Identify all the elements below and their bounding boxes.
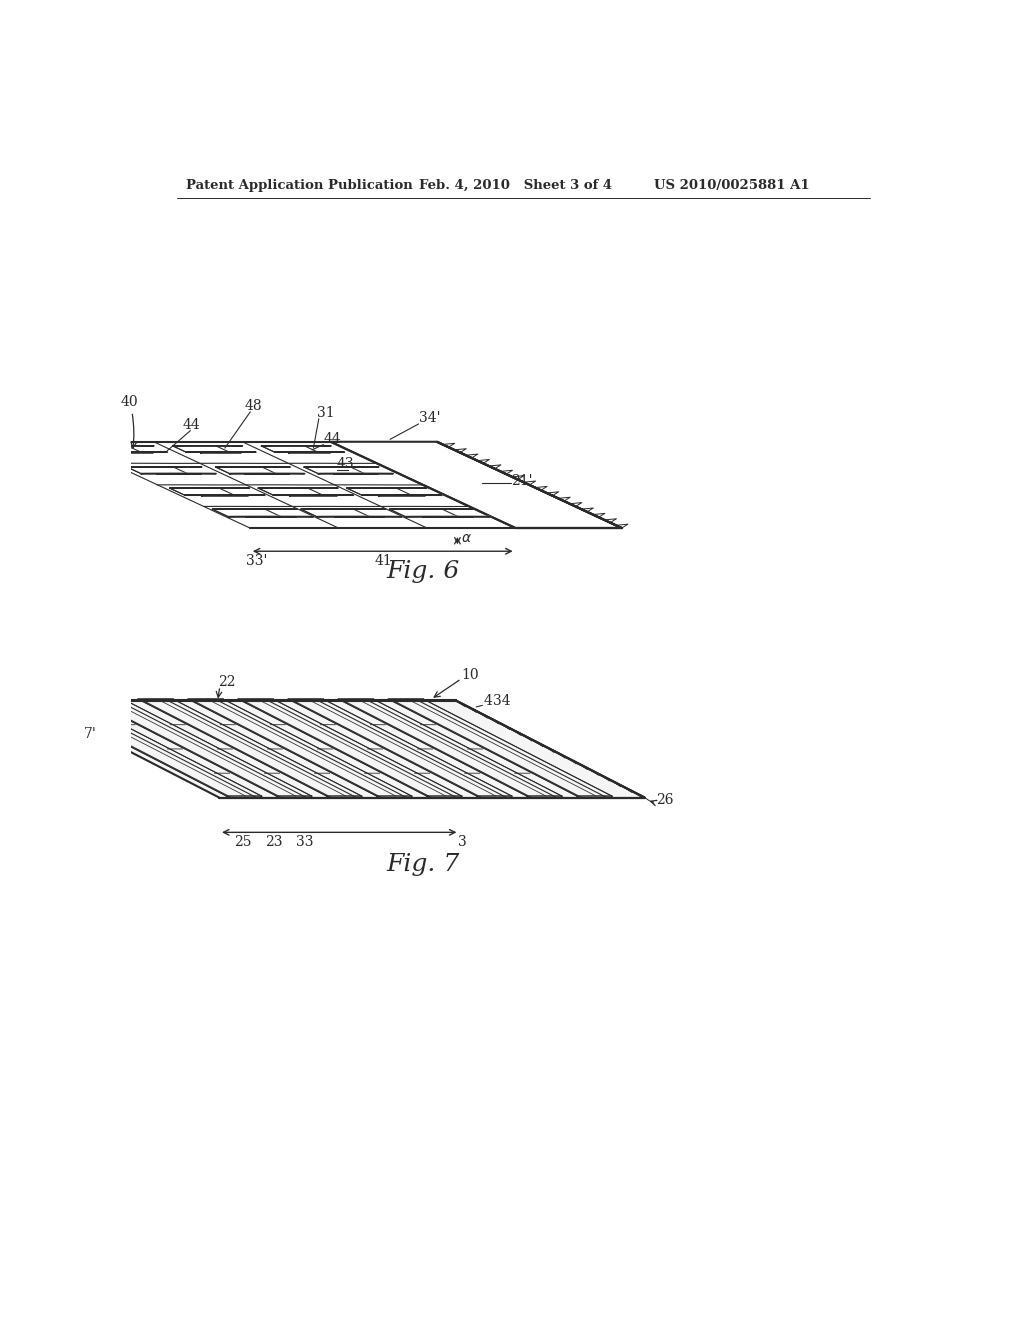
Text: 3: 3 [458,836,467,849]
Polygon shape [577,796,612,797]
Text: 25: 25 [234,836,252,849]
Text: Feb. 4, 2010   Sheet 3 of 4: Feb. 4, 2010 Sheet 3 of 4 [419,178,612,191]
Polygon shape [477,796,512,797]
Text: Fig. 7: Fig. 7 [386,853,460,876]
Text: 41: 41 [375,554,393,568]
Text: 34: 34 [494,694,511,709]
Polygon shape [331,442,622,528]
Text: $\alpha$: $\alpha$ [461,531,472,545]
Polygon shape [456,701,644,797]
Text: 34': 34' [419,412,440,425]
Text: 44: 44 [324,432,341,446]
Text: 21': 21' [511,474,532,488]
Text: 10: 10 [462,668,479,681]
Polygon shape [327,796,361,797]
Text: 26: 26 [656,793,674,807]
Text: 44: 44 [182,418,201,432]
Text: 22: 22 [217,675,236,689]
Text: 7': 7' [84,727,97,742]
Text: 4: 4 [484,694,493,709]
Text: 23: 23 [265,836,283,849]
Polygon shape [276,796,311,797]
Polygon shape [377,796,412,797]
Polygon shape [226,796,262,797]
Polygon shape [31,701,644,797]
Text: 33': 33' [246,554,267,568]
Text: US 2010/0025881 A1: US 2010/0025881 A1 [654,178,810,191]
Polygon shape [437,442,622,528]
Polygon shape [527,796,562,797]
Text: 33: 33 [296,836,313,849]
Text: 48: 48 [244,399,262,413]
Text: 31: 31 [317,407,335,420]
Text: Fig. 6: Fig. 6 [386,560,460,583]
Text: 40: 40 [121,395,138,447]
Text: 43: 43 [337,457,354,471]
Polygon shape [427,796,462,797]
Text: Patent Application Publication: Patent Application Publication [186,178,413,191]
